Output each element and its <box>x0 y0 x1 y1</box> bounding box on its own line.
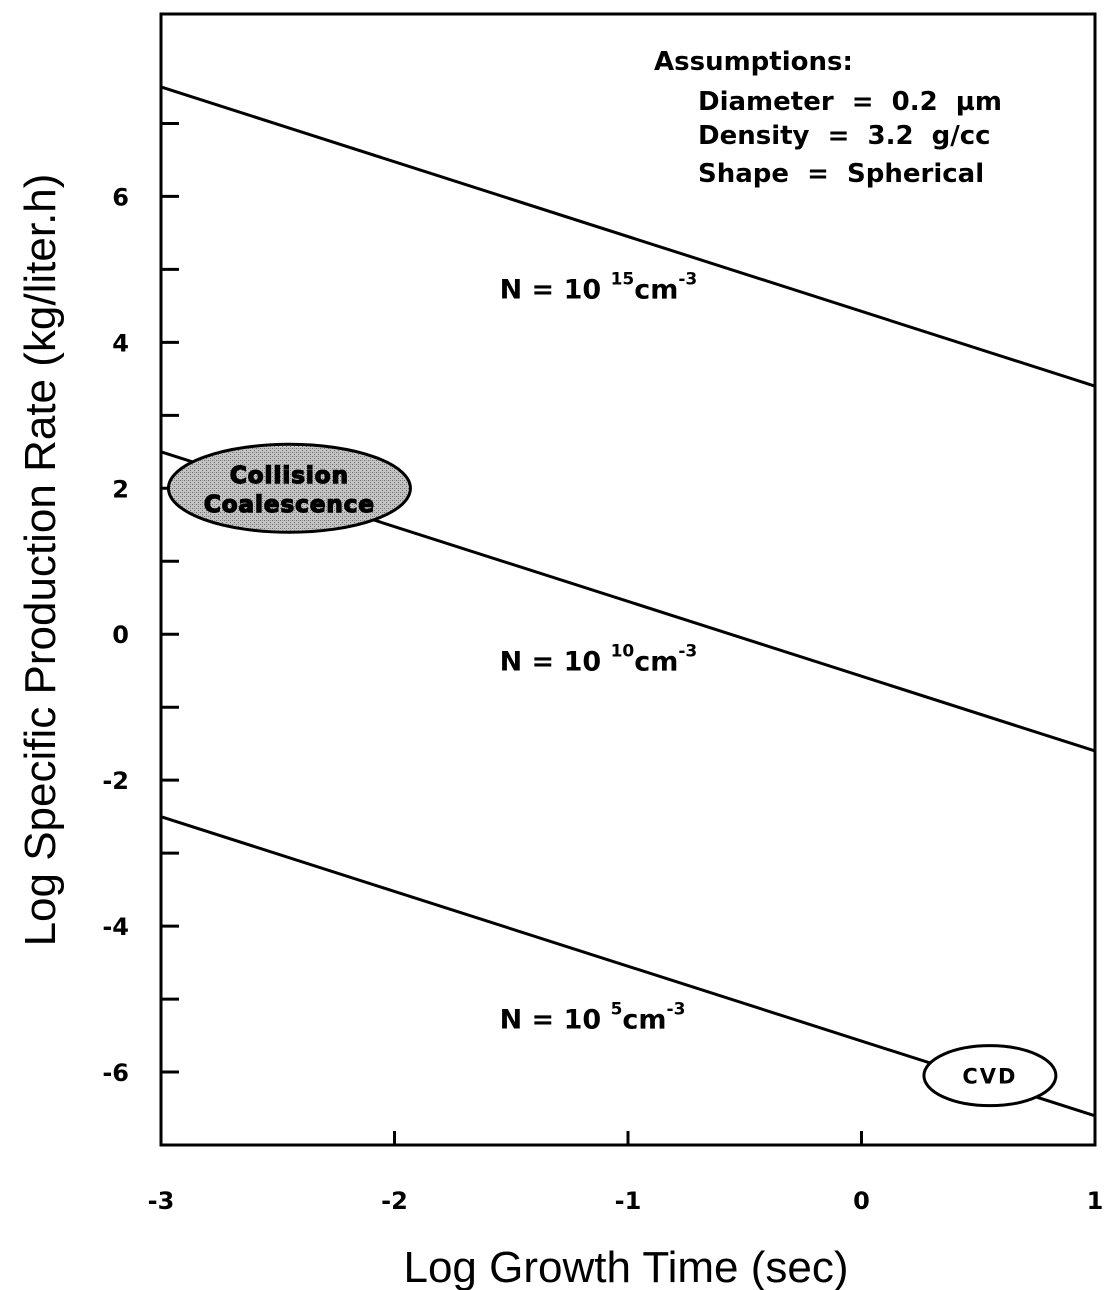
x-tick-label: -2 <box>381 1187 408 1215</box>
x-tick-label: 1 <box>1087 1187 1104 1215</box>
y-tick-label: -6 <box>102 1059 129 1087</box>
series-label: N = 10 15cm-3 <box>500 270 698 306</box>
y-tick-label: 0 <box>112 621 129 649</box>
assumption-density: Density = 3.2 g/cc <box>698 121 991 151</box>
series-labels: N = 10 15cm-3 N = 10 10cm-3 N = 10 5cm-3 <box>500 270 698 1036</box>
y-tick-label: 6 <box>112 183 129 211</box>
y-tick-label: 4 <box>112 329 129 357</box>
collision-coalescence-region <box>166 442 412 534</box>
y-tick-label: -4 <box>102 913 129 941</box>
series-lines <box>160 85 1096 1118</box>
assumptions-box: Assumptions: Diameter = 0.2 µm Density =… <box>654 47 1002 189</box>
assumption-shape: Shape = Spherical <box>698 159 984 189</box>
region-label: Coalescence <box>204 492 375 518</box>
y-axis-title: Log Specific Production Rate (kg/liter.h… <box>16 174 65 947</box>
x-axis-title: Log Growth Time (sec) <box>403 1243 848 1290</box>
region-label: CVD <box>962 1065 1017 1089</box>
x-tick-label: -1 <box>615 1187 642 1215</box>
regions: Collision Coalescence CVD <box>166 442 1058 1108</box>
series-line <box>160 85 1096 388</box>
y-tick-label: 2 <box>112 475 129 503</box>
region-label: Collision <box>230 463 349 489</box>
x-tick-label: 0 <box>853 1187 870 1215</box>
series-label: N = 10 5cm-3 <box>500 999 686 1035</box>
assumption-diameter: Diameter = 0.2 µm <box>698 87 1002 117</box>
cvd-region <box>922 1044 1058 1108</box>
axis-ticks: -3 -2 -1 0 1 -6 -4 -2 0 2 4 6 <box>102 121 1104 1215</box>
series-label: N = 10 10cm-3 <box>500 642 698 678</box>
x-tick-label: -3 <box>148 1187 175 1215</box>
assumptions-title: Assumptions: <box>654 47 853 77</box>
y-tick-label: -2 <box>102 767 129 795</box>
